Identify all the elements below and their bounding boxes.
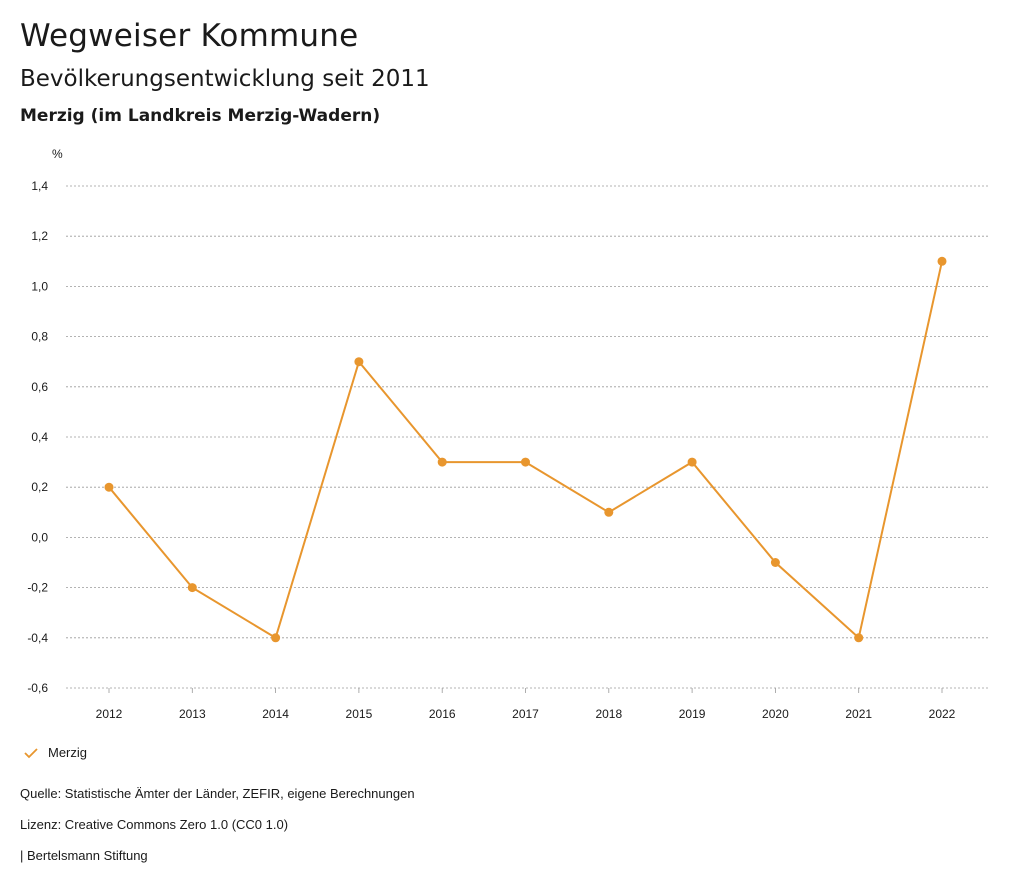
y-tick-label: 0,0 xyxy=(31,530,48,544)
legend[interactable]: Merzig xyxy=(24,745,87,760)
data-point xyxy=(271,633,281,643)
y-tick-label: -0,6 xyxy=(27,681,48,695)
y-tick-label: 0,4 xyxy=(31,430,48,444)
publisher-note[interactable]: | Bertelsmann Stiftung xyxy=(20,848,148,863)
series-line-merzig xyxy=(108,261,943,640)
data-point xyxy=(521,457,530,467)
y-tick-label: 0,8 xyxy=(31,330,48,344)
x-tick-label: 2021 xyxy=(845,707,872,721)
y-tick-label: -0,4 xyxy=(27,631,48,645)
legend-label: Merzig xyxy=(48,745,88,760)
y-tick-label: -0,2 xyxy=(27,581,48,595)
x-tick-label: 2015 xyxy=(346,707,373,721)
y-axis-unit: % xyxy=(52,147,63,161)
y-tick-label: 0,2 xyxy=(31,480,48,494)
data-point xyxy=(770,558,780,567)
license-note: Lizenz: Creative Commons Zero 1.0 (CC0 1… xyxy=(20,817,289,832)
check-icon xyxy=(24,747,38,758)
data-point xyxy=(354,357,364,367)
x-tick-label: 2013 xyxy=(179,707,206,721)
x-tick-label: 2018 xyxy=(595,707,622,721)
chart-subtitle: Bevölkerungsentwicklung seit 2011 xyxy=(20,66,430,92)
line-chart: % 1,4 1,2 1,0 0,8 0,6 0,4 0,2 0,0 -0,2 -0,4 -0,6 201… xyxy=(27,147,990,721)
x-tick-label: 2019 xyxy=(679,707,706,721)
y-tick-label: 1,2 xyxy=(31,229,48,243)
x-tick-label: 2020 xyxy=(762,707,789,721)
x-tick-label: 2016 xyxy=(429,707,456,721)
x-tick-label: 2022 xyxy=(929,707,956,721)
y-tick-label: 1,4 xyxy=(31,179,48,193)
data-point xyxy=(854,633,864,643)
region-label: Merzig (im Landkreis Merzig-Wadern) xyxy=(20,106,381,126)
x-tick-label: 2014 xyxy=(262,707,289,721)
page-title: Wegweiser Kommune xyxy=(20,18,359,54)
x-tick-label: 2012 xyxy=(96,707,123,721)
data-point xyxy=(187,583,197,593)
y-tick-label: 1,0 xyxy=(31,279,48,293)
source-note: Quelle: Statistische Ämter der Länder, Z… xyxy=(20,786,415,801)
x-tick-label: 2017 xyxy=(512,707,539,721)
data-point xyxy=(104,482,114,492)
y-tick-label: 0,6 xyxy=(31,380,48,394)
data-point xyxy=(437,457,447,467)
data-point xyxy=(604,507,614,517)
data-point xyxy=(937,256,947,266)
data-point xyxy=(687,457,697,467)
